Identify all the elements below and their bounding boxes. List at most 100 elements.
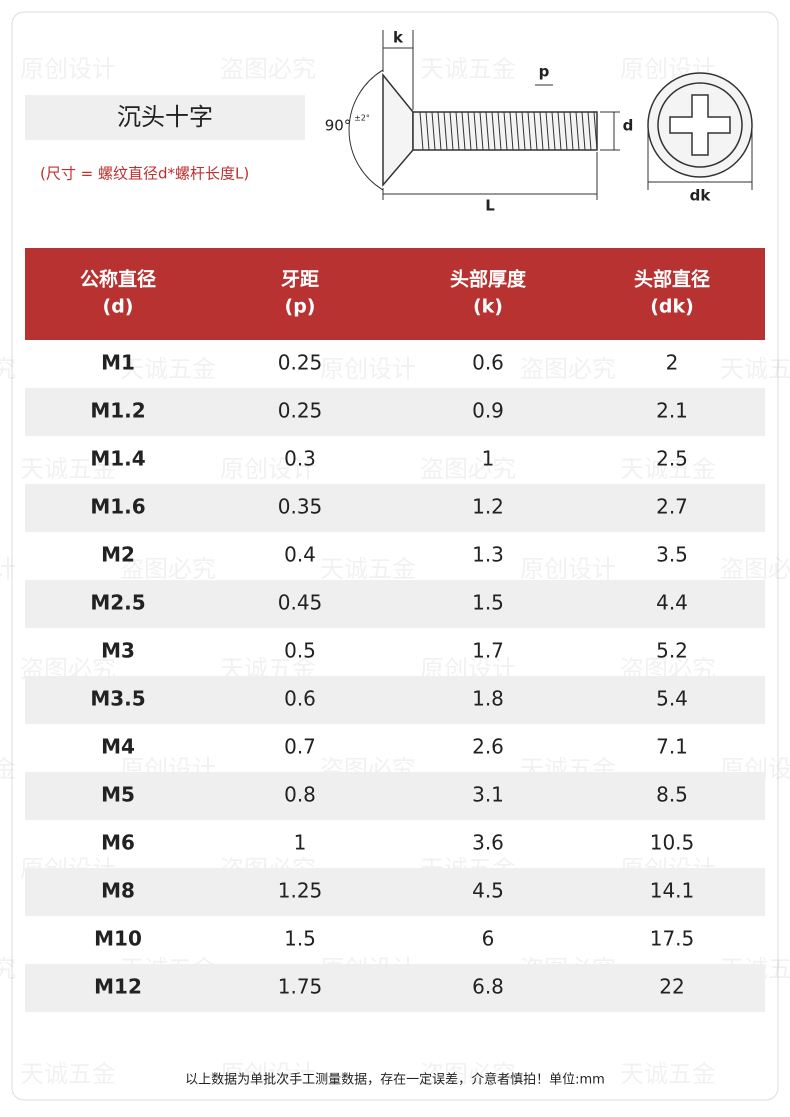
cell: 5.2	[656, 639, 688, 663]
cell: 0.25	[278, 351, 323, 375]
watermark: 天诚五金	[20, 1060, 116, 1088]
row-stripe	[25, 772, 765, 820]
watermark: 原创设计	[520, 555, 616, 583]
title-box	[25, 95, 305, 140]
cell: 0.3	[284, 447, 316, 471]
cell: 8.5	[656, 783, 688, 807]
cell: 2.5	[656, 447, 688, 471]
row-stripe	[25, 676, 765, 724]
label-tolerance: ±2°	[354, 114, 370, 123]
row-stripe	[25, 964, 765, 1012]
cell: 0.25	[278, 399, 323, 423]
cell: M2.5	[90, 591, 145, 615]
header-cell: 牙距	[281, 269, 319, 291]
header-cell: 头部厚度	[450, 268, 527, 291]
cell: 1.5	[284, 927, 316, 951]
cell: 1.3	[472, 543, 504, 567]
cell: 2.7	[656, 495, 688, 519]
row-stripe	[25, 484, 765, 532]
cell: 1.25	[278, 879, 323, 903]
watermark: 原创设计	[220, 1060, 316, 1088]
watermark: 天诚五金	[420, 55, 516, 83]
header-cell: (dk)	[650, 296, 694, 318]
label-dk: dk	[690, 187, 712, 205]
watermark: 天诚五金	[620, 1060, 716, 1088]
watermark: 天诚五金	[120, 355, 216, 383]
watermark: 原创设计	[320, 355, 416, 383]
cell: M1.2	[90, 399, 145, 423]
cell: 4.4	[656, 591, 688, 615]
cell: M1	[101, 351, 135, 375]
cell: 2	[666, 351, 679, 375]
row-stripe	[25, 580, 765, 628]
cell: M8	[101, 879, 135, 903]
cell: 0.6	[284, 687, 316, 711]
watermark: 天诚五金	[0, 755, 16, 783]
watermark: 盗图必究	[720, 555, 790, 583]
watermark: 原创设计	[0, 555, 16, 583]
cell: 3.1	[472, 783, 504, 807]
cell: 1.7	[472, 639, 504, 663]
cell: 0.5	[284, 639, 316, 663]
watermark: 盗图必究	[120, 555, 216, 583]
cell: M1.4	[90, 447, 145, 471]
header-cell: (d)	[103, 296, 134, 318]
watermark: 天诚五金	[320, 555, 416, 583]
watermark: 天诚五金	[620, 455, 716, 483]
cell: 2.1	[656, 399, 688, 423]
label-L: L	[485, 197, 495, 215]
cell: 6.8	[472, 975, 504, 999]
row-stripe	[25, 388, 765, 436]
cell: 22	[659, 975, 684, 999]
watermark: 原创设计	[20, 55, 116, 83]
cell: M10	[94, 927, 142, 951]
watermark: 盗图必究	[0, 955, 16, 983]
header-cell: 头部直径	[634, 268, 710, 291]
header-cell: (p)	[285, 296, 316, 318]
row-stripe	[25, 868, 765, 916]
cell: M5	[101, 783, 135, 807]
cell: 0.35	[278, 495, 323, 519]
cell: 1.8	[472, 687, 504, 711]
label-angle: 90°	[325, 117, 352, 135]
cell: 7.1	[656, 735, 688, 759]
cell: M3	[101, 639, 135, 663]
cell: 0.6	[472, 351, 504, 375]
screw-drawing	[348, 30, 753, 200]
cell: 1	[294, 831, 307, 855]
cell: M1.6	[90, 495, 145, 519]
cell: 0.4	[284, 543, 316, 567]
cell: 0.8	[284, 783, 316, 807]
header-cell: 公称直径	[80, 268, 156, 291]
cell: M2	[101, 543, 135, 567]
cell: 4.5	[472, 879, 504, 903]
cell: M12	[94, 975, 142, 999]
cell: 0.7	[284, 735, 316, 759]
cell: 17.5	[650, 927, 695, 951]
watermark: 盗图必究	[420, 455, 516, 483]
cell: 1	[482, 447, 495, 471]
cell: 6	[482, 927, 495, 951]
watermark: 原创设计	[220, 455, 316, 483]
watermark: 盗图必究	[220, 55, 316, 83]
cell: 2.6	[472, 735, 504, 759]
subtitle: (尺寸 = 螺纹直径d*螺杆长度L)	[40, 165, 249, 183]
footer-note: 以上数据为单批次手工测量数据，存在一定误差，介意者慎拍！单位:mm	[185, 1072, 605, 1088]
cell: M4	[101, 735, 135, 759]
table-header	[25, 248, 765, 340]
watermark: 盗图必究	[520, 355, 616, 383]
cell: 1.5	[472, 591, 504, 615]
cell: M3.5	[90, 687, 145, 711]
cell: 1.2	[472, 495, 504, 519]
cell: 3.5	[656, 543, 688, 567]
watermark: 天诚五金	[720, 355, 790, 383]
watermark: 盗图必究	[0, 355, 16, 383]
cell: 14.1	[650, 879, 695, 903]
label-d: d	[623, 117, 634, 135]
label-k: k	[393, 29, 404, 47]
table: 公称直径 (d) 牙距 (p) 头部厚度 (k) 头部直径 (dk) M1 0.25 0.6 2 M1.…	[25, 268, 765, 1012]
cell: 3.6	[472, 831, 504, 855]
cell: M6	[101, 831, 135, 855]
cell: 0.45	[278, 591, 323, 615]
cell: 1.75	[278, 975, 323, 999]
